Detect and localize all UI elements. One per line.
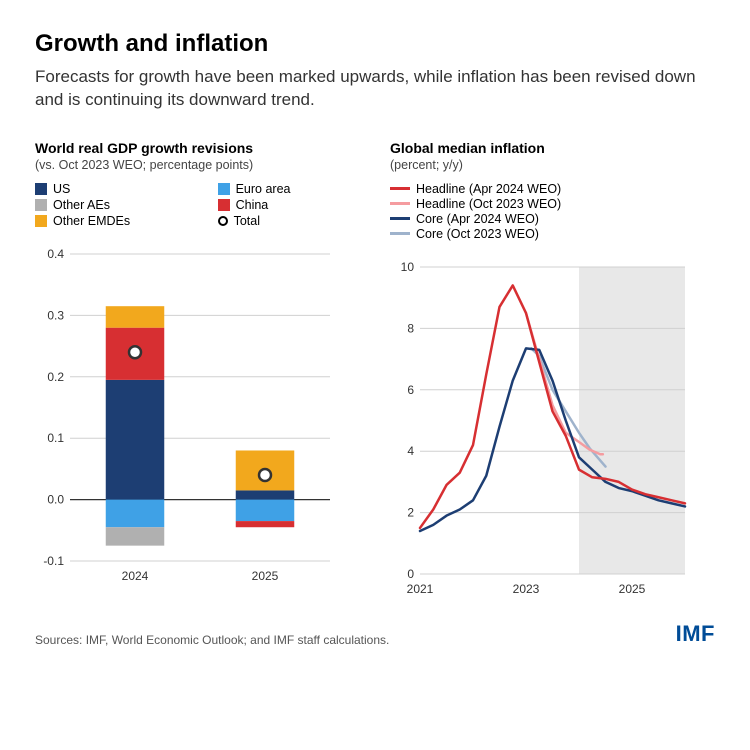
legend-label: US [53, 182, 70, 196]
svg-text:0.0: 0.0 [47, 492, 64, 506]
line-swatch-icon [390, 232, 410, 235]
legend-label: Other EMDEs [53, 214, 130, 228]
bar-segment-euro_area [236, 499, 295, 520]
line-chart-subtitle: (percent; y/y) [390, 158, 715, 172]
line-chart-column: Global median inflation (percent; y/y) H… [390, 140, 715, 599]
page-subtitle: Forecasts for growth have been marked up… [35, 66, 715, 112]
legend-item-other_aes: Other AEs [35, 198, 200, 212]
total-marker-icon [218, 216, 228, 226]
svg-text:-0.1: -0.1 [43, 554, 64, 568]
bar-chart-column: World real GDP growth revisions (vs. Oct… [35, 140, 360, 599]
legend-item-core_apr24: Core (Apr 2024 WEO) [390, 212, 715, 226]
legend-label: Total [234, 214, 260, 228]
svg-text:6: 6 [407, 383, 414, 397]
line-chart-legend: Headline (Apr 2024 WEO)Headline (Oct 202… [390, 182, 715, 241]
bar-segment-us [236, 490, 295, 499]
svg-text:2023: 2023 [513, 582, 540, 596]
bar-chart-legend: US Euro area Other AEs China Other EMDEs Tota… [35, 182, 360, 228]
svg-text:0: 0 [407, 567, 414, 581]
line-swatch-icon [390, 202, 410, 205]
line-chart-title: Global median inflation [390, 140, 715, 156]
line-swatch-icon [390, 217, 410, 220]
bar-segment-other_emdes [106, 306, 165, 327]
bar-segment-china [236, 521, 295, 527]
legend-label: Other AEs [53, 198, 110, 212]
svg-text:2021: 2021 [407, 582, 434, 596]
legend-label: Core (Apr 2024 WEO) [416, 212, 539, 226]
sources-text: Sources: IMF, World Economic Outlook; an… [35, 633, 389, 647]
bar-segment-us [106, 380, 165, 500]
legend-item-total: Total [218, 214, 360, 228]
svg-text:8: 8 [407, 321, 414, 335]
total-marker [259, 469, 271, 481]
bar-segment-euro_area [106, 499, 165, 527]
swatch-icon [35, 183, 47, 195]
legend-item-other_emdes: Other EMDEs [35, 214, 200, 228]
bar-chart-title: World real GDP growth revisions [35, 140, 360, 156]
total-marker [129, 346, 141, 358]
legend-item-us: US [35, 182, 200, 196]
legend-item-euro_area: Euro area [218, 182, 360, 196]
swatch-icon [35, 199, 47, 211]
svg-text:0.2: 0.2 [47, 370, 64, 384]
swatch-icon [218, 199, 230, 211]
legend-label: Headline (Oct 2023 WEO) [416, 197, 561, 211]
svg-text:2025: 2025 [252, 569, 279, 583]
bar-chart-subtitle: (vs. Oct 2023 WEO; percentage points) [35, 158, 360, 172]
swatch-icon [218, 183, 230, 195]
charts-row: World real GDP growth revisions (vs. Oct… [35, 140, 715, 599]
legend-label: China [236, 198, 269, 212]
legend-item-headline_oct23: Headline (Oct 2023 WEO) [390, 197, 715, 211]
svg-text:2024: 2024 [122, 569, 149, 583]
legend-item-core_oct23: Core (Oct 2023 WEO) [390, 227, 715, 241]
legend-label: Core (Oct 2023 WEO) [416, 227, 539, 241]
forecast-band [579, 267, 685, 574]
swatch-icon [35, 215, 47, 227]
svg-text:0.1: 0.1 [47, 431, 64, 445]
line-swatch-icon [390, 187, 410, 190]
svg-text:10: 10 [401, 260, 415, 274]
legend-item-headline_apr24: Headline (Apr 2024 WEO) [390, 182, 715, 196]
svg-text:2: 2 [407, 505, 414, 519]
bar-segment-other_aes [106, 527, 165, 545]
legend-label: Headline (Apr 2024 WEO) [416, 182, 561, 196]
imf-logo: IMF [676, 621, 715, 647]
legend-label: Euro area [236, 182, 291, 196]
svg-text:4: 4 [407, 444, 414, 458]
line-chart-plot: 0 2 4 6 8 10 2021 2023 2025 [390, 259, 715, 599]
svg-text:2025: 2025 [619, 582, 646, 596]
legend-item-china: China [218, 198, 360, 212]
footer: Sources: IMF, World Economic Outlook; an… [35, 621, 715, 647]
bar-chart-plot: -0.1 0.0 0.1 0.2 0.3 0.4 2024 2025 [35, 246, 360, 586]
svg-text:0.4: 0.4 [47, 247, 64, 261]
svg-text:0.3: 0.3 [47, 308, 64, 322]
page-title: Growth and inflation [35, 30, 715, 58]
